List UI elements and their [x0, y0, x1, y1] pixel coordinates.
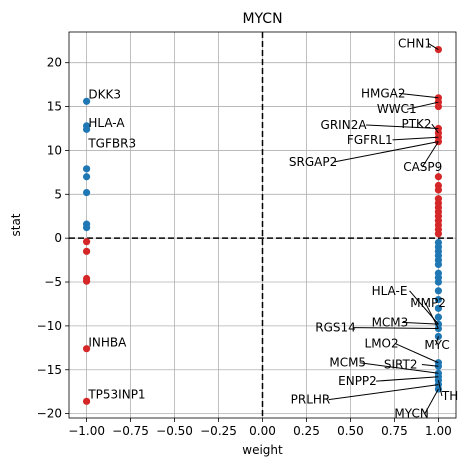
data-point	[434, 278, 443, 286]
data-point	[82, 173, 91, 181]
y-tick-label: −20	[37, 407, 62, 421]
x-tick-label: 0.50	[337, 424, 364, 438]
annotation-arrow	[407, 101, 439, 110]
annotation-arrow	[392, 136, 439, 141]
y-tick-label: 10	[47, 143, 62, 157]
reference-lines	[69, 32, 456, 418]
annotation-label: FGFRL1	[347, 133, 393, 147]
data-point	[82, 125, 91, 133]
annotations: CHN1 HMGA2 WWC1 GRIN2A PTK2 FGFRL1 SRGAP2 CASP9…	[87, 36, 458, 420]
annotation-arrow	[431, 123, 439, 134]
annotation-label: RGS14	[315, 321, 356, 335]
annotation-label: HLA-A	[88, 116, 125, 130]
y-tick-label: −10	[37, 319, 62, 333]
data-point	[82, 277, 91, 285]
annotation-label: HMGA2	[361, 86, 406, 100]
data-point	[82, 188, 91, 197]
x-tick-label: −0.75	[112, 424, 149, 438]
x-tick-label: 0.00	[249, 424, 276, 438]
y-axis-ticks: −20 −15 −10 −5 0 5 10 15 20	[37, 56, 69, 421]
x-tick-label: 0.75	[381, 424, 408, 438]
data-point	[82, 238, 91, 246]
annotation-label: TP53INP1	[87, 387, 145, 401]
y-tick-label: 5	[54, 187, 62, 201]
annotation-label: INHBA	[88, 336, 127, 350]
annotation-label: PRLHR	[291, 393, 331, 407]
x-tick-label: 1.00	[425, 424, 452, 438]
annotation-arrow	[401, 321, 439, 325]
data-point	[82, 165, 91, 173]
y-tick-label: −5	[44, 275, 62, 289]
x-tick-label: 0.25	[293, 424, 320, 438]
y-tick-label: −15	[37, 363, 62, 377]
annotation-arrow	[353, 327, 439, 330]
data-point	[434, 186, 443, 194]
annotation-arrow	[394, 342, 439, 364]
annotation-label: TGFBR3	[87, 136, 136, 150]
annotation-arrow	[376, 376, 439, 382]
annotation-arrow	[435, 336, 439, 346]
x-tick-label: −1.00	[68, 424, 105, 438]
data-point	[434, 260, 443, 269]
annotation-label: MYC	[424, 338, 449, 352]
annotation-arrow	[421, 363, 439, 367]
annotation-label: MYCN	[394, 407, 428, 421]
annotation-label: LMO2	[365, 336, 399, 350]
annotation-label: MMP2	[410, 296, 446, 310]
annotation-arrow	[437, 380, 443, 397]
annotation-arrow	[366, 124, 439, 129]
data-point	[434, 304, 443, 312]
x-axis-label: weight	[242, 443, 283, 457]
data-point	[434, 295, 443, 304]
data-point	[82, 397, 91, 405]
data-point	[434, 287, 443, 295]
annotation-label: CASP9	[403, 160, 442, 174]
y-tick-label: 0	[54, 231, 62, 245]
annotation-arrow	[359, 362, 439, 374]
annotation-arrow	[424, 388, 439, 414]
annotation-label: MCM5	[329, 356, 366, 370]
data-point	[434, 313, 443, 321]
data-point	[82, 345, 91, 353]
annotation-label: MCM3	[372, 315, 409, 329]
x-tick-label: −0.50	[156, 424, 193, 438]
annotation-arrow	[334, 141, 439, 163]
x-tick-label: −0.25	[200, 424, 237, 438]
chart-title: MYCN	[242, 11, 282, 27]
annotation-arrow	[421, 141, 439, 168]
data-point	[82, 224, 91, 232]
y-axis-label: stat	[9, 213, 23, 236]
annotation-label: PTK2	[401, 117, 431, 131]
y-tick-label: 15	[47, 100, 62, 114]
annotation-arrow	[398, 92, 439, 99]
annotation-label: TH	[441, 389, 458, 403]
annotation-label: SRGAP2	[289, 155, 337, 169]
annotation-label: ENPP2	[338, 374, 377, 388]
annotation-label: SIRT2	[384, 357, 418, 371]
annotation-arrow	[428, 42, 439, 50]
annotation-label: DKK3	[88, 87, 121, 101]
data-point	[82, 97, 91, 105]
data-point	[434, 173, 443, 181]
x-axis-ticks: −1.00 −0.75 −0.50 −0.25 0.00 0.25 0.50 0.75 1.00	[68, 418, 452, 438]
y-tick-label: 20	[47, 56, 62, 70]
annotation-arrows	[328, 42, 443, 414]
annotation-arrow	[328, 384, 439, 401]
data-point	[82, 247, 91, 255]
annotation-label: GRIN2A	[321, 118, 368, 132]
annotation-label: WWC1	[377, 102, 417, 116]
annotation-label: HLA-E	[372, 284, 408, 298]
data-point	[434, 230, 443, 238]
annotation-label: CHN1	[398, 36, 432, 50]
data-point	[434, 102, 443, 111]
